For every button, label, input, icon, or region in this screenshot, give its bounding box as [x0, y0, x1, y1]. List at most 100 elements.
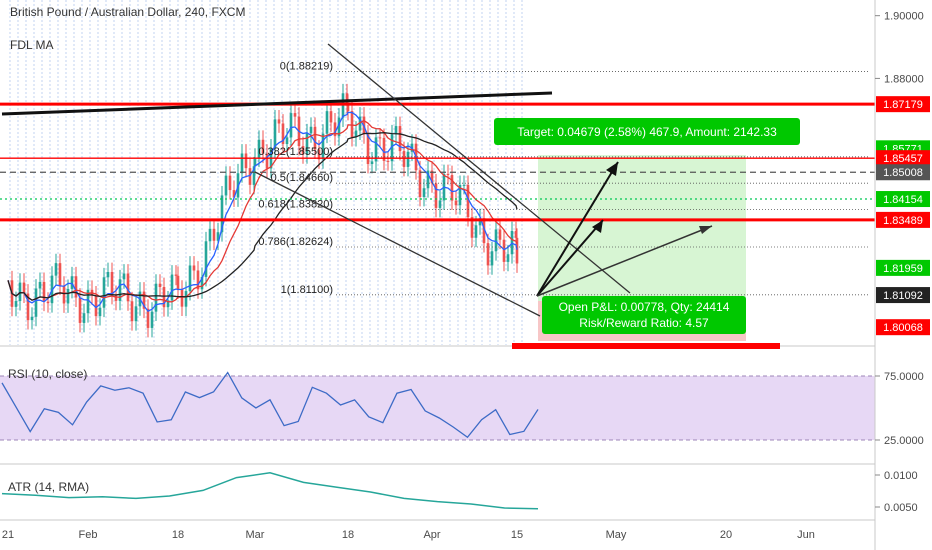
- stop-level-marker: [512, 343, 780, 349]
- fibonacci-levels: 0(1.88219) 0.382(1.85500) 0.5(1.84660) 0.61…: [258, 61, 870, 296]
- candle-body: [174, 274, 178, 276]
- price-tag: [876, 319, 930, 336]
- candle-body: [354, 130, 358, 138]
- candle-body: [220, 195, 224, 233]
- candle-body: [277, 119, 281, 124]
- time-axis: 21 Feb 18 Mar 18 Apr 15 May 20 Jun: [2, 529, 815, 541]
- candle-body: [506, 254, 510, 262]
- candle-body: [184, 291, 188, 307]
- candle-body: [305, 133, 309, 155]
- candle-body: [273, 119, 277, 149]
- rsi-band: [0, 376, 875, 440]
- candle-body: [309, 126, 313, 134]
- candle-body: [18, 282, 22, 302]
- candle-body: [418, 170, 422, 197]
- candle-body: [102, 277, 106, 308]
- candle-body: [366, 134, 370, 165]
- candle-body: [370, 161, 374, 165]
- price-tag-label: 1.85457: [883, 153, 923, 165]
- target-label-box: [494, 118, 800, 145]
- candle-body: [46, 301, 50, 304]
- candle-body: [478, 218, 482, 226]
- candle-body: [162, 287, 166, 308]
- time-tick-label: 18: [172, 529, 184, 541]
- projection-arrow-1: [536, 161, 619, 297]
- candle-body: [196, 270, 200, 290]
- candle-body: [110, 271, 114, 295]
- candle-body: [134, 306, 138, 322]
- time-tick-label: Jun: [797, 529, 815, 541]
- candle-body: [382, 137, 386, 161]
- candle-body: [454, 200, 458, 206]
- projection-arrow-2: [536, 219, 604, 297]
- candle-body: [390, 134, 394, 162]
- time-tick-label: Mar: [246, 529, 265, 541]
- atr-label: ATR (14, RMA): [8, 480, 89, 494]
- rr-label: Risk/Reward Ratio: 4.57: [579, 316, 709, 330]
- candle-body: [158, 283, 162, 288]
- candle-body: [114, 294, 118, 301]
- candle-body: [208, 228, 212, 242]
- channel-line-upper: [327, 43, 631, 294]
- candle-body: [378, 137, 382, 139]
- candle-body: [285, 137, 289, 145]
- candle-body: [253, 157, 257, 167]
- arrow-head-1: [606, 162, 618, 176]
- candle-body: [22, 282, 26, 294]
- candle-body: [58, 263, 62, 286]
- fib-label: 0.618(1.83820): [258, 199, 333, 211]
- candle-body: [293, 113, 297, 117]
- candle-body: [474, 225, 478, 238]
- candle-body: [38, 281, 42, 289]
- trendline-upper: [1, 91, 553, 116]
- price-tag: [876, 211, 930, 228]
- indicator-tick-label: 25.0000: [884, 435, 924, 447]
- price-tag: [876, 96, 930, 113]
- fib-label: 0.382(1.85500): [258, 146, 333, 158]
- time-tick-label: May: [606, 529, 627, 541]
- candle-body: [398, 126, 402, 152]
- candle-body: [14, 301, 18, 307]
- candle-body: [498, 229, 502, 240]
- candle-body: [74, 276, 78, 298]
- candle-body: [333, 122, 337, 137]
- arrow-head-3: [699, 226, 712, 234]
- price-tag-label: 1.81092: [883, 290, 923, 302]
- indicator-tick-label: 0.0100: [884, 470, 918, 482]
- price-tag-label: 1.83489: [883, 215, 923, 227]
- candle-body: [374, 137, 378, 162]
- ma-black-line: [7, 132, 518, 301]
- candle-body: [490, 251, 494, 266]
- fib-label: 0(1.88219): [280, 61, 333, 73]
- candle-body: [42, 281, 46, 302]
- candle-body: [450, 175, 454, 201]
- candle-body: [350, 110, 354, 138]
- price-tag: [876, 191, 930, 208]
- candle-body: [406, 151, 410, 167]
- fib-label: 1(1.81100): [281, 284, 333, 296]
- price-tag: [876, 287, 930, 304]
- atr-line: [1, 472, 539, 510]
- candle-body: [486, 243, 490, 266]
- ma-blue-line: [7, 111, 518, 312]
- price-tag-label: 1.84154: [883, 194, 923, 206]
- price-tag-label: 1.87179: [883, 99, 923, 111]
- candle-body: [180, 289, 184, 307]
- candle-body: [386, 160, 390, 162]
- candle-body: [34, 288, 38, 317]
- chart-title: British Pound / Australian Dollar, 240, …: [10, 5, 245, 19]
- indicator-tick-label: 75.0000: [884, 371, 924, 383]
- candle-body: [54, 263, 58, 276]
- candle-body: [345, 93, 349, 104]
- candle-body: [192, 265, 196, 271]
- candle-body: [130, 301, 134, 322]
- candle-body: [482, 218, 486, 244]
- candle-body: [106, 271, 110, 278]
- candle-body: [289, 113, 293, 138]
- rsi-label: RSI (10, close): [8, 367, 87, 381]
- price-tick-label: 1.88000: [884, 73, 924, 85]
- candle-body: [325, 111, 329, 134]
- fib-label: 0.5(1.84660): [271, 172, 333, 184]
- price-tag: [876, 150, 930, 167]
